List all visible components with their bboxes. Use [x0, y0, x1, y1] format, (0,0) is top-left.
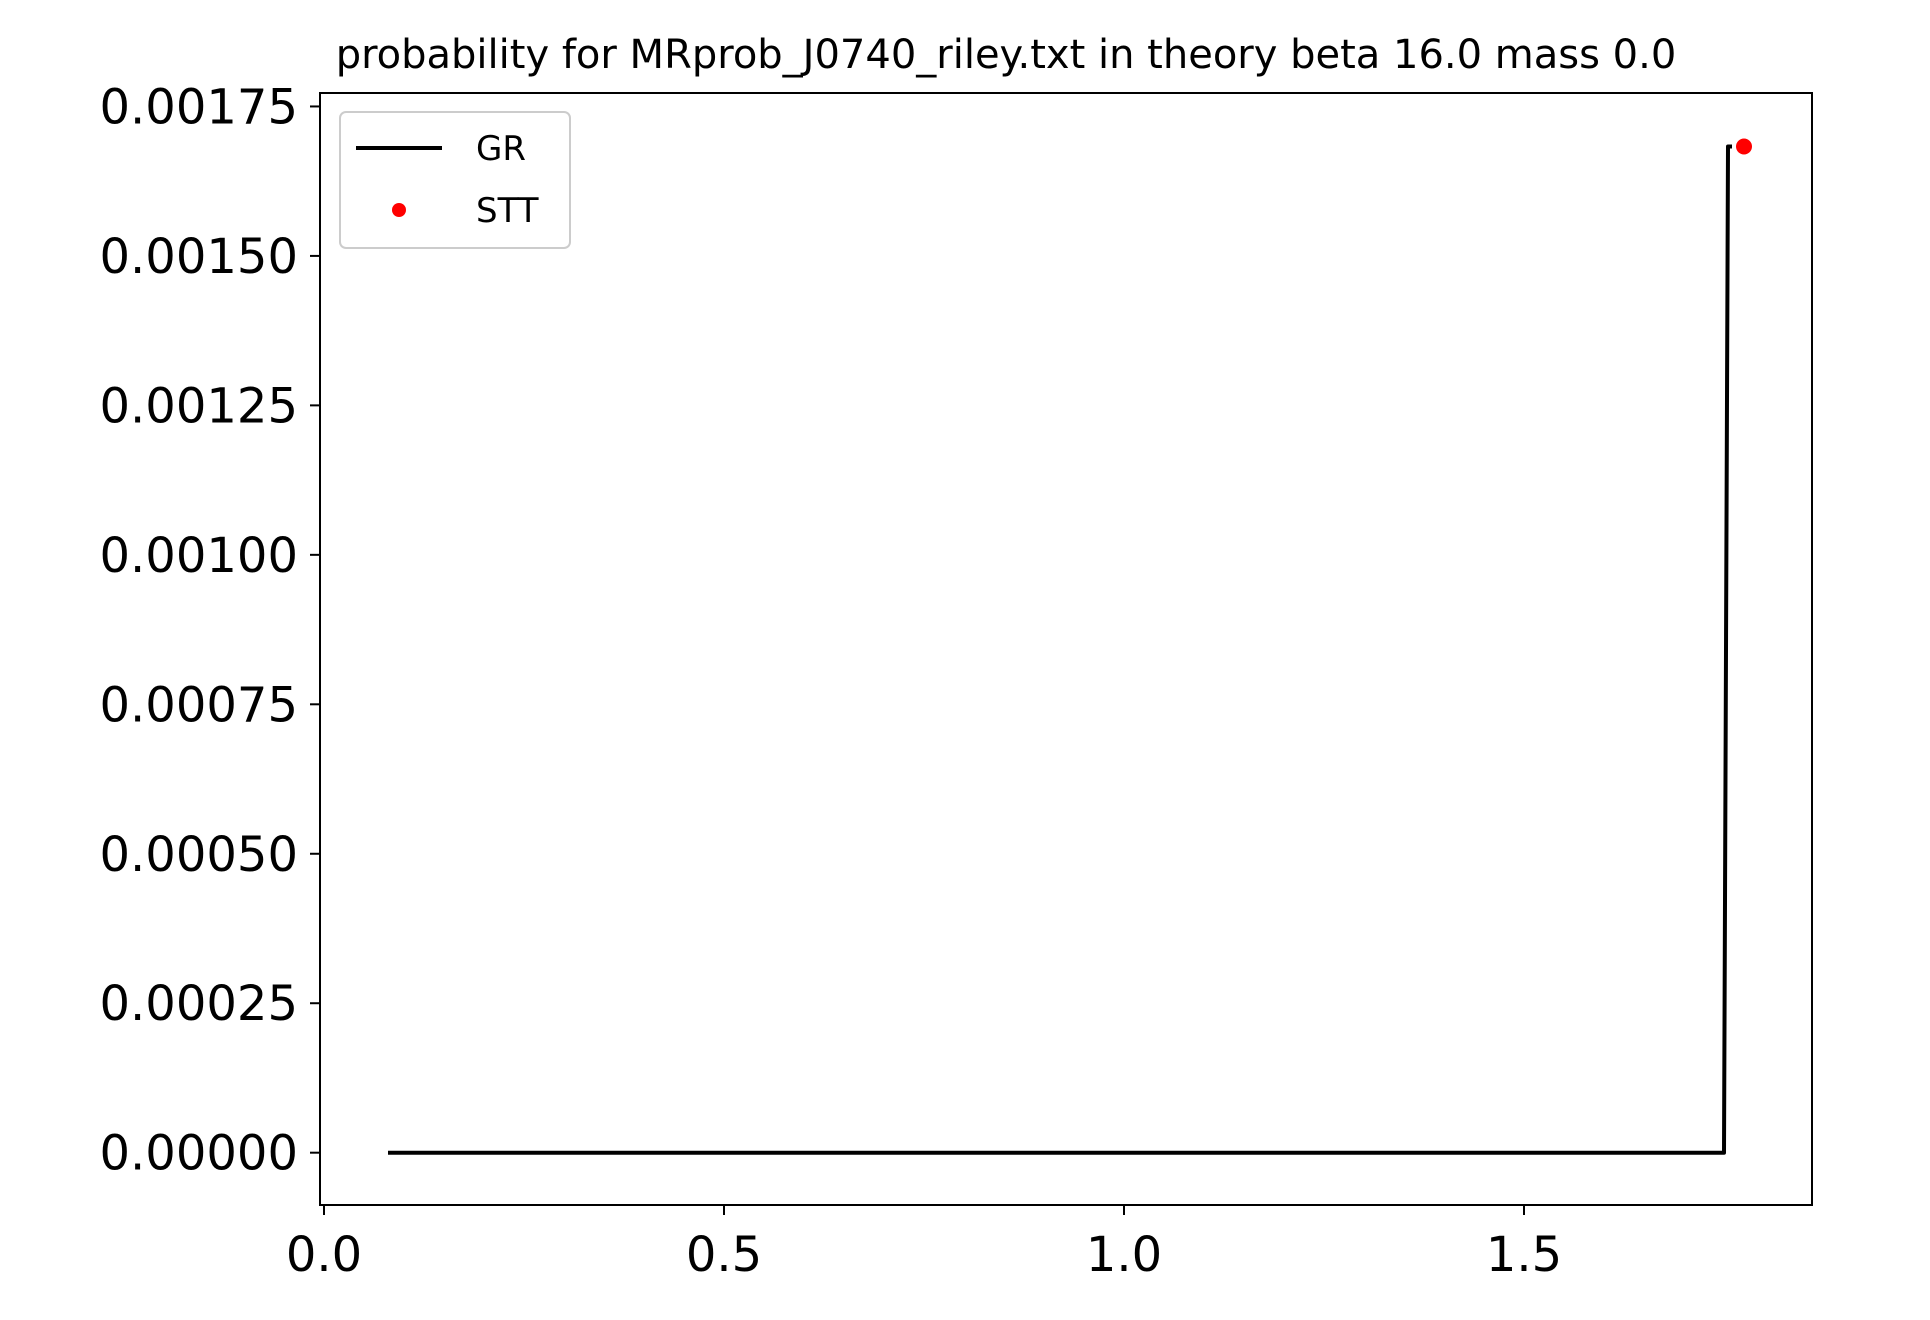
legend: GR STT — [339, 111, 571, 249]
legend-label-stt: STT — [476, 191, 539, 231]
chart-title: probability for MRprob_J0740_riley.txt i… — [336, 32, 1677, 78]
plot-area — [388, 138, 1752, 1155]
series-line-gr — [388, 144, 1732, 1155]
axes: 0.0 0.5 1.0 1.5 0.00000 0.00025 0.00050 0.00075… — [100, 79, 1563, 1283]
x-tick-label: 0.5 — [686, 1227, 762, 1283]
legend-label-gr: GR — [476, 129, 526, 169]
y-tick-label: 0.00075 — [100, 677, 299, 733]
y-tick-label: 0.00175 — [100, 79, 299, 135]
y-tick-label: 0.00000 — [100, 1126, 299, 1182]
plot-frame — [319, 92, 1813, 1206]
x-tick-label: 1.5 — [1486, 1227, 1562, 1283]
x-tick-label: 0.0 — [286, 1227, 362, 1283]
y-tick-label: 0.00125 — [100, 378, 299, 434]
legend-swatch-stt — [392, 203, 406, 217]
x-tick-label: 1.0 — [1086, 1227, 1162, 1283]
y-tick-label: 0.00150 — [100, 229, 299, 285]
y-tick-label: 0.00050 — [100, 827, 299, 883]
series-point-stt — [1736, 138, 1752, 155]
y-tick-label: 0.00025 — [100, 976, 299, 1032]
y-tick-label: 0.00100 — [100, 528, 299, 584]
